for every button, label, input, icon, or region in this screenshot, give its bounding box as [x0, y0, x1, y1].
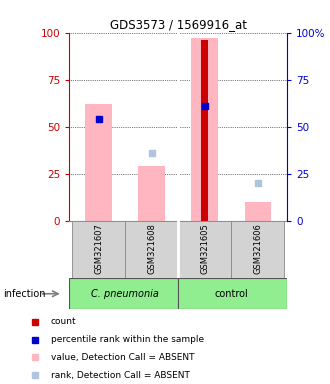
Text: control: control	[214, 289, 248, 299]
Text: percentile rank within the sample: percentile rank within the sample	[51, 335, 204, 344]
Bar	[231, 221, 284, 278]
Bar	[178, 221, 231, 278]
Text: value, Detection Call = ABSENT: value, Detection Call = ABSENT	[51, 353, 194, 362]
Text: GSM321607: GSM321607	[94, 223, 103, 274]
Text: rank, Detection Call = ABSENT: rank, Detection Call = ABSENT	[51, 371, 190, 380]
Bar	[72, 221, 125, 278]
Text: C. pneumonia: C. pneumonia	[91, 289, 159, 299]
Bar	[85, 104, 112, 221]
Bar	[69, 278, 178, 309]
Bar	[138, 166, 165, 221]
Text: count: count	[51, 318, 77, 326]
Bar	[245, 202, 271, 221]
Text: GSM321605: GSM321605	[200, 223, 209, 274]
Bar	[125, 221, 178, 278]
Text: GSM321608: GSM321608	[147, 223, 156, 274]
Title: GDS3573 / 1569916_at: GDS3573 / 1569916_at	[110, 18, 247, 31]
Bar	[191, 38, 218, 221]
Text: GSM321606: GSM321606	[253, 223, 262, 274]
Text: infection: infection	[3, 289, 46, 299]
Bar	[178, 278, 287, 309]
Bar	[201, 40, 208, 221]
